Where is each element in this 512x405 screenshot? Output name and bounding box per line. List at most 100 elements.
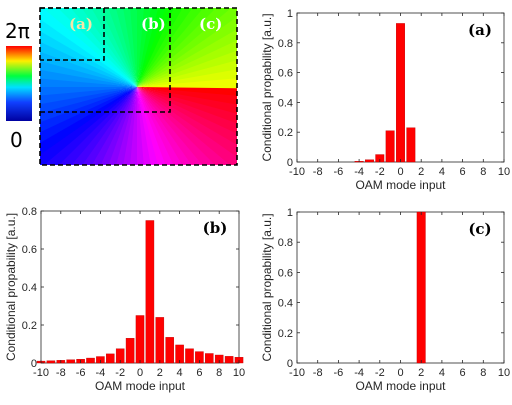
phase-wedge (40, 87, 137, 155)
y-tick-label: 0.4 (278, 97, 293, 109)
y-tick-label: 0.4 (22, 282, 37, 294)
colorbar-gradient (6, 46, 32, 121)
bar (385, 130, 395, 163)
chart-a: -10 -8 -6 -4 -2 0 2 4 6 8 10 0 0.2 0.4 0.6 0.8 1 OAM mode… (260, 8, 510, 192)
phase-wedge (40, 87, 137, 123)
phase-wedge (137, 87, 230, 165)
bar (155, 317, 165, 364)
bar (135, 315, 145, 364)
phase-map: (a) (b) (c) (39, 7, 238, 166)
y-tick-label: 0 (287, 358, 293, 370)
x-tick-label: -8 (56, 367, 66, 379)
x-tick-label: -10 (289, 166, 305, 178)
phase-wedge (40, 87, 137, 165)
x-tick-label: 2 (157, 367, 163, 379)
phase-wedge (135, 87, 144, 165)
x-tick-label: -8 (313, 166, 323, 178)
x-axis-label: OAM mode input (355, 178, 446, 192)
x-tick-label: -4 (354, 166, 364, 178)
plot-area (296, 211, 505, 364)
x-tick-label: 2 (418, 166, 424, 178)
y-axis-label: Conditional propability [a.u.] (260, 13, 274, 161)
x-tick-label: 8 (480, 367, 486, 379)
y-tick-label: 0 (287, 157, 293, 169)
colorbar-min-label: 0 (10, 128, 23, 152)
x-tick-label: -6 (334, 166, 344, 178)
region-c-outline (39, 7, 238, 166)
x-tick-label: 0 (397, 367, 403, 379)
bar (365, 159, 374, 163)
bar (416, 211, 426, 364)
phase-wedge (137, 87, 192, 165)
x-tick-label: -4 (96, 367, 106, 379)
x-tick-label: -10 (289, 367, 305, 379)
phase-wedge (130, 8, 139, 87)
y-tick-label: 0.6 (278, 267, 293, 279)
x-tick-label: 6 (460, 367, 466, 379)
phase-wedge (122, 87, 137, 165)
x-tick-label: -2 (115, 367, 125, 379)
phase-wedge (40, 87, 137, 144)
phase-wedge (137, 8, 152, 87)
y-tick-label: 1 (287, 8, 293, 20)
colorbar-max-label: 2π (5, 19, 30, 43)
y-tick-label: 0.6 (278, 68, 293, 80)
phase-wedge (137, 8, 145, 87)
bar (106, 353, 115, 364)
phase-wedge (137, 87, 215, 165)
x-tick-label: -2 (375, 367, 385, 379)
phase-wedge (137, 40, 237, 87)
x-tick-label: 8 (480, 166, 486, 178)
y-tick-label: 0.2 (22, 320, 37, 332)
y-tick-label: 0.6 (22, 244, 37, 256)
y-tick-label: 0.2 (278, 328, 293, 340)
colorbar: 2π 0 (5, 19, 32, 152)
x-tick-label: 10 (498, 166, 510, 178)
y-tick-label: 0.8 (22, 206, 37, 218)
bar (46, 360, 56, 364)
phase-wedge (70, 8, 137, 87)
panel-label: (a) (468, 21, 492, 39)
x-tick-label: 6 (196, 367, 202, 379)
bar (205, 353, 214, 364)
bar (165, 337, 174, 364)
x-tick-label: 0 (137, 367, 143, 379)
bar (185, 348, 194, 364)
phase-wedge (137, 50, 237, 87)
bar (125, 338, 135, 364)
phase-wedge (137, 87, 151, 165)
phase-wedge (123, 8, 137, 87)
y-tick-label: 0.8 (278, 38, 293, 50)
x-axis-label: OAM mode input (95, 379, 186, 393)
y-axis-label: Conditional propability [a.u.] (260, 213, 274, 361)
x-tick-label: -2 (375, 166, 385, 178)
x-tick-label: 0 (397, 166, 403, 178)
bar (396, 23, 405, 163)
region-a-outline (40, 7, 105, 61)
phase-wedge (40, 8, 137, 87)
chart-b: -10 -8 -6 -4 -2 0 2 4 6 8 10 0 0.2 0.4 0.6 0.8 OAM mode … (4, 206, 245, 393)
panel-label: (c) (468, 220, 491, 238)
phase-wedge (137, 87, 237, 98)
bar (86, 357, 95, 364)
x-tick-label: 6 (460, 166, 466, 178)
y-tick-label: 1 (287, 207, 293, 219)
x-tick-label: -4 (354, 367, 364, 379)
region-b-label: (b) (141, 15, 166, 33)
x-tick-label: 4 (439, 367, 445, 379)
x-axis-label: OAM mode input (355, 379, 446, 393)
bar (406, 127, 416, 163)
phase-wedge (137, 87, 237, 106)
panel-label: (b) (203, 219, 228, 237)
bar (66, 359, 75, 364)
phase-wedge (91, 8, 137, 87)
phase-wedge (137, 78, 237, 89)
x-tick-label: 8 (216, 367, 222, 379)
phase-map-wedges (40, 8, 237, 165)
phase-wedge (40, 87, 137, 105)
x-tick-label: -10 (33, 367, 49, 379)
phase-wedge (108, 8, 137, 87)
x-tick-label: 4 (177, 367, 183, 379)
